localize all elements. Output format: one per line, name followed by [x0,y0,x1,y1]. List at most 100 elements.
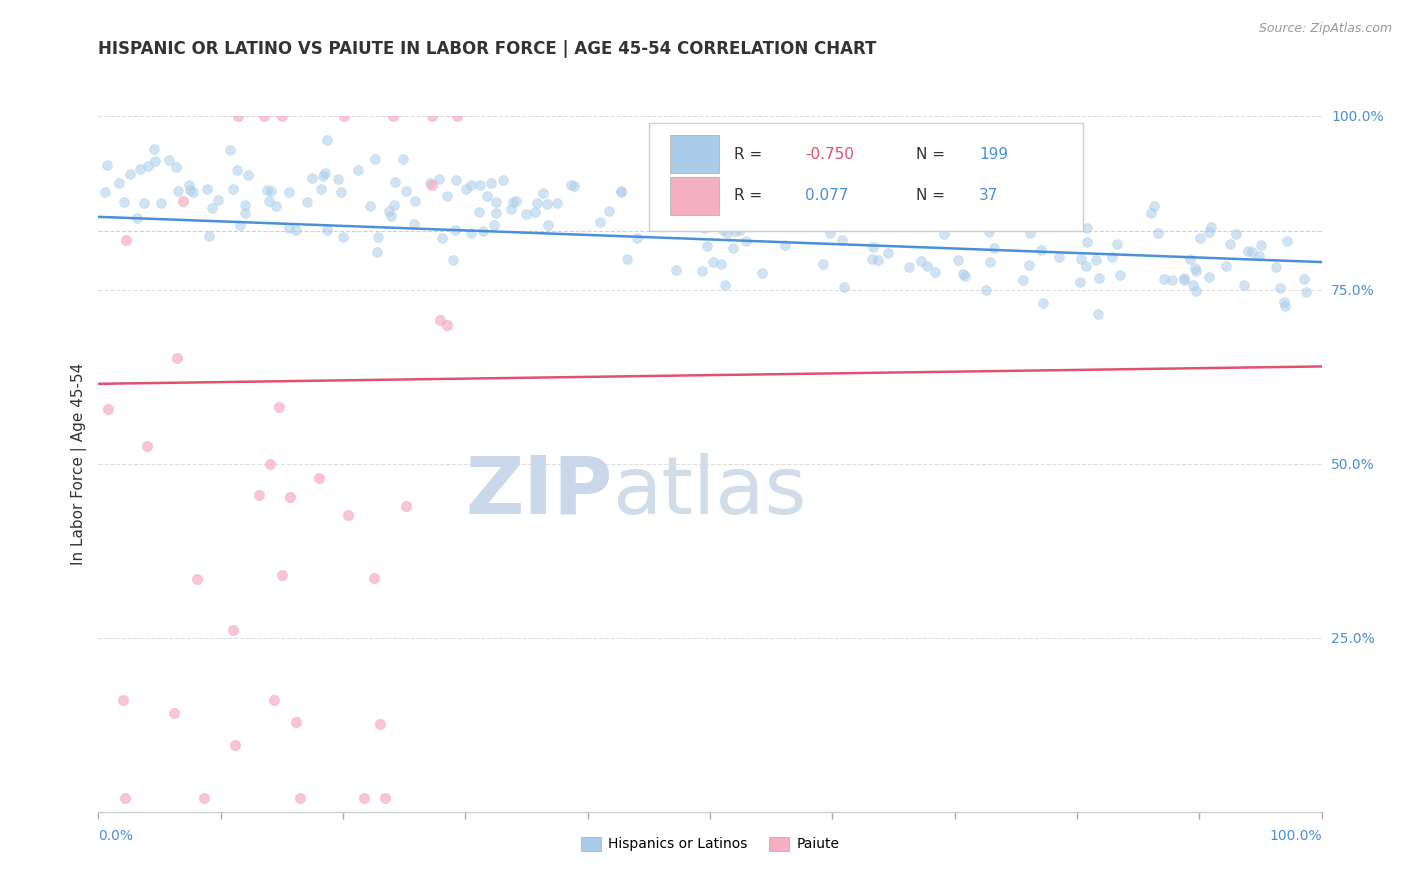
Point [1147,227,1170,241]
Point [820,212,842,227]
Point [692,264,714,278]
Point [263,693,285,707]
Point [1101,251,1123,265]
Point [430,231,453,245]
Point [114,790,136,805]
Point [420,109,443,123]
Point [370,717,392,731]
Point [702,255,724,269]
Point [247,488,270,502]
Point [436,188,458,202]
Point [229,218,252,232]
Point [1215,259,1237,273]
Point [910,254,932,268]
Point [862,188,884,202]
Point [1087,307,1109,321]
Point [236,169,259,183]
Point [118,167,141,181]
Point [1240,245,1263,260]
Point [924,265,946,279]
Point [894,205,917,219]
Point [257,194,280,209]
Point [308,471,330,485]
Point [505,194,527,208]
Point [979,225,1001,239]
Point [531,186,554,201]
Point [295,194,318,209]
Point [983,241,1005,255]
Point [835,212,858,227]
Point [309,181,332,195]
Point [1153,272,1175,286]
Point [328,171,350,186]
Point [94,186,117,200]
Point [471,224,494,238]
Point [384,175,406,189]
Point [132,195,155,210]
Point [492,172,515,186]
Point [645,150,668,164]
Point [285,714,308,729]
Point [443,222,465,236]
Point [915,259,938,273]
Point [979,255,1001,269]
Bar [669,177,718,215]
Point [562,179,585,194]
Point [436,318,458,333]
Point [382,198,405,212]
Point [876,246,898,260]
Point [711,223,734,237]
Point [1236,244,1258,259]
Point [256,183,278,197]
Point [751,266,773,280]
Point [382,109,405,123]
Point [267,400,290,414]
Point [224,738,246,752]
Point [456,182,478,196]
Point [1109,268,1132,283]
Point [485,206,508,220]
Point [1031,243,1053,257]
Point [446,109,468,123]
Point [367,229,389,244]
Point [948,252,970,267]
Point [862,240,884,254]
Point [721,241,744,255]
Point [336,508,359,522]
Point [332,229,354,244]
Point [862,218,884,232]
Point [226,163,249,178]
Point [485,195,508,210]
Point [811,257,834,271]
Point [201,201,224,215]
Bar [669,135,718,173]
Point [665,263,688,277]
Point [1143,199,1166,213]
Point [546,195,568,210]
Point [1047,250,1070,264]
Text: HISPANIC OR LATINO VS PAIUTE IN LABOR FORCE | AGE 45-54 CORRELATION CHART: HISPANIC OR LATINO VS PAIUTE IN LABOR FO… [98,40,877,58]
Point [165,160,187,174]
Point [96,158,118,172]
Point [1184,261,1206,276]
Point [1076,235,1098,249]
Point [823,215,845,229]
Point [233,198,256,212]
Point [1074,260,1097,274]
Point [374,790,396,805]
Point [1173,273,1195,287]
Point [347,163,370,178]
Point [1184,285,1206,299]
Point [315,223,337,237]
Point [314,165,336,179]
Point [195,182,218,196]
Text: Source: ZipAtlas.com: Source: ZipAtlas.com [1258,22,1392,36]
Text: 199: 199 [979,146,1008,161]
Point [136,439,159,453]
Point [976,283,998,297]
Point [1249,249,1271,263]
Point [233,205,256,219]
Point [167,184,190,198]
Point [693,221,716,235]
Point [502,195,524,210]
